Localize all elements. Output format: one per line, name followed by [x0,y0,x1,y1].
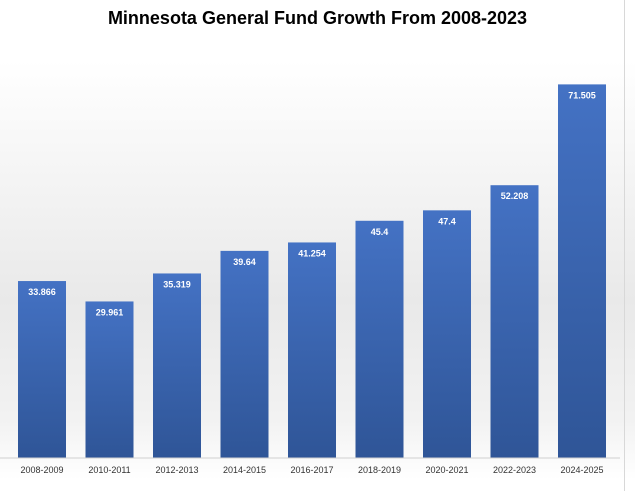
x-tick-label: 2022-2023 [493,465,536,475]
spreadsheet-gridline [624,0,635,491]
bar-2008-2009 [18,281,66,458]
data-label: 35.319 [163,279,191,289]
x-tick-label: 2008-2009 [20,465,63,475]
data-label: 45.4 [371,227,389,237]
x-tick-label: 2018-2019 [358,465,401,475]
bar-2020-2021 [423,210,471,458]
bar-2024-2025 [558,84,606,458]
data-label: 52.208 [501,191,529,201]
bar-2018-2019 [355,220,404,458]
data-label: 39.64 [233,257,256,267]
data-label: 47.4 [438,216,456,226]
x-tick-label: 2012-2013 [155,465,198,475]
x-tick-label: 2024-2025 [560,465,603,475]
data-label: 71.505 [568,90,596,100]
bar-2010-2011 [85,301,134,458]
x-tick-label: 2014-2015 [223,465,266,475]
x-tick-label: 2010-2011 [88,465,130,475]
bar-2014-2015 [220,250,269,458]
bar-2016-2017 [288,242,336,458]
data-label: 33.866 [28,287,56,297]
x-tick-label: 2020-2021 [425,465,468,475]
x-tick-label: 2016-2017 [290,465,333,475]
bar-2012-2013 [153,273,201,458]
bar-2022-2023 [490,185,539,458]
chart-title: Minnesota General Fund Growth From 2008-… [107,8,528,28]
data-label: 41.254 [298,248,326,258]
data-label: 29.961 [96,307,124,317]
